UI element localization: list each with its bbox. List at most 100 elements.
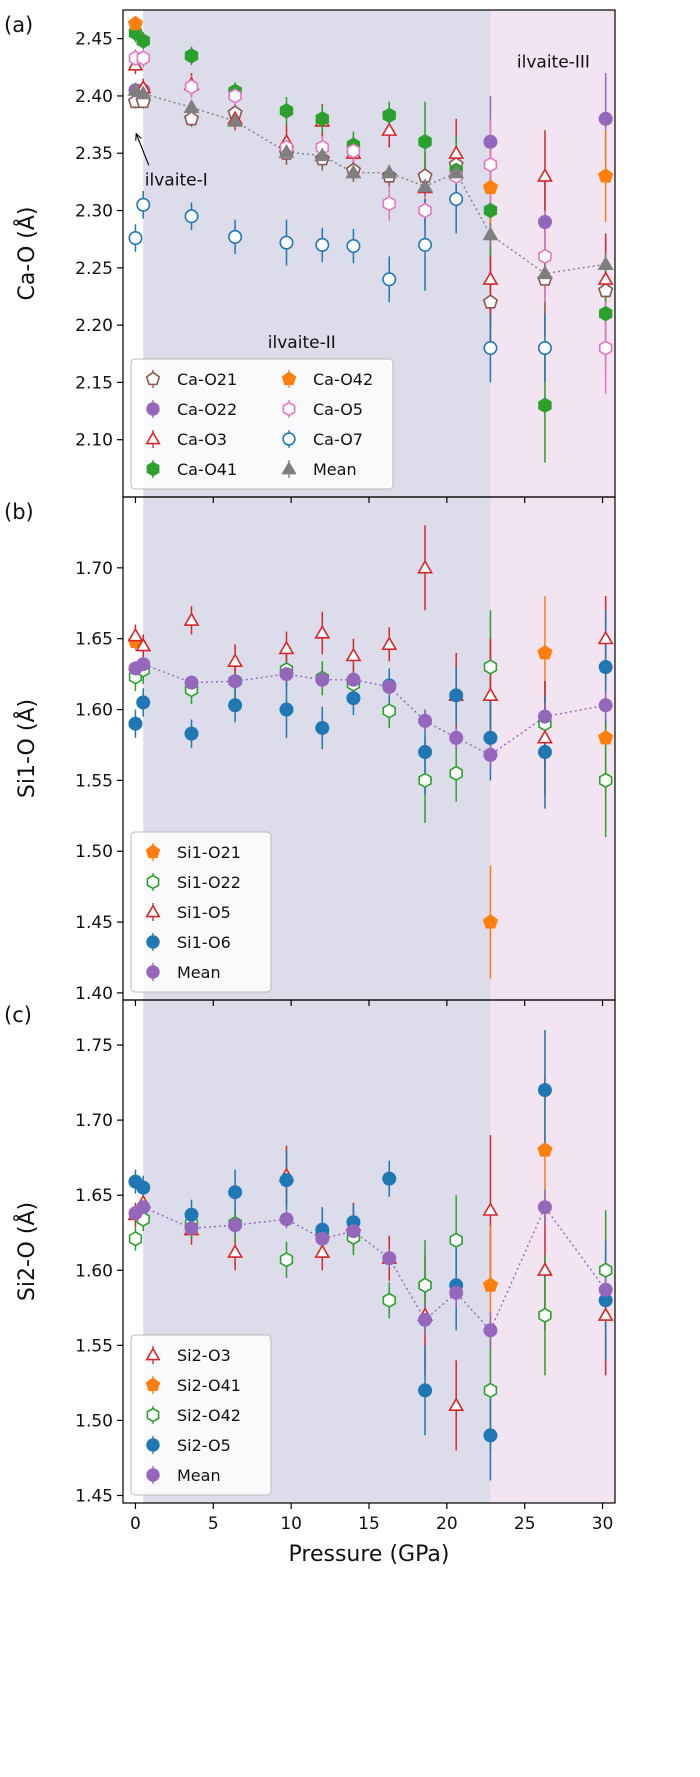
panel-b-si1-o6-point: [418, 745, 433, 760]
panel-b-si1-o22-point: [598, 772, 613, 789]
panel-b-panel-label: (b): [4, 500, 34, 524]
panel-a-legend-label-mean: Mean: [313, 460, 357, 479]
panel-a-ca-o5-point: [418, 202, 432, 219]
panel-c-legend-marker-si2-o3: [145, 1347, 161, 1361]
panel-c-panel-label: (c): [4, 1003, 32, 1027]
panel-b-mean-point: [136, 657, 151, 672]
panel-a-mean-point: [482, 226, 499, 241]
panel-b-legend-box: [130, 831, 272, 993]
panel-a-ytick-label: 2.15: [75, 373, 113, 393]
panel-a-ca-o7-point: [279, 235, 294, 250]
panel-a-mean-point: [278, 143, 295, 158]
panel-c-ytick-label: 1.65: [75, 1186, 113, 1206]
panel-c-si2-o5-point: [418, 1383, 433, 1398]
panel-a-ca-o7-point: [346, 239, 361, 254]
panel-a-legend-label-ca-o42: Ca-O42: [313, 370, 373, 389]
panel-b-si1-o5-point: [381, 636, 398, 650]
panel-a-ca-o41-point: [184, 48, 199, 64]
panel-a-annotation-arrowhead: [135, 132, 142, 141]
panel-a-legend-marker-ca-o41: [146, 461, 160, 477]
panel-a-ca-o7-point: [184, 209, 199, 224]
panel-c-mean-point: [184, 1221, 199, 1236]
panel-b-si1-o6-point: [228, 698, 243, 713]
panel-a-mean-point: [536, 265, 553, 280]
panel-a-panel-label: (a): [4, 13, 33, 37]
panel-c-ytick-label: 1.60: [75, 1261, 113, 1281]
panel-c-si2-o41-point: [537, 1142, 553, 1157]
panel-c-mean-point: [382, 1251, 397, 1266]
panel-a-y-axis-label: Ca-O (Å): [13, 207, 40, 301]
x-axis-label: Pressure (GPa): [289, 1542, 450, 1567]
panel-c-legend-marker-mean: [146, 1468, 160, 1482]
panel-a-ca-o7-point: [418, 237, 433, 252]
panel-b-mean-point: [228, 674, 243, 689]
panel-c-si2-o42-point: [449, 1232, 463, 1248]
panel-b-region-1: [490, 497, 615, 1000]
panel-a-ca-o5-point: [228, 88, 242, 104]
x-tick-label: 0: [130, 1514, 141, 1534]
panel-b-legend-label-si1-o5: Si1-O5: [177, 903, 231, 922]
x-tick-label: 30: [592, 1514, 614, 1534]
panel-a-legend-marker-ca-o5: [282, 401, 296, 417]
panel-b-si1-o6-point: [136, 695, 151, 710]
panel-a-legend-marker-ca-o7: [282, 432, 296, 446]
panel-b-si1-o21-point: [482, 914, 499, 929]
panel-c-si2-o42-point: [128, 1231, 143, 1247]
panel-c-si2-o5-point: [537, 1083, 552, 1098]
panel-c-legend-label-si2-o5: Si2-O5: [177, 1436, 231, 1455]
x-tick-label: 5: [208, 1514, 219, 1534]
panel-c-mean-point: [346, 1224, 361, 1239]
panel-b-si1-o6-point: [537, 745, 552, 760]
panel-a-ca-o5-point: [483, 156, 498, 173]
panel-c-ytick-label: 1.70: [75, 1111, 113, 1131]
panel-c-ytick-label: 1.75: [75, 1036, 113, 1056]
panel-c-si2-o42-point: [279, 1252, 294, 1268]
panel-b-mean-point: [279, 667, 294, 682]
panel-b-legend: Si1-O21 Si1-O22 Si1-O5 Si1-O6 Mean: [130, 831, 272, 993]
panel-b-si1-o22-point: [449, 765, 463, 782]
panel-a-ytick-label: 2.10: [75, 431, 113, 451]
panel-a-ca-o42-point: [482, 179, 499, 195]
panel-a-ca-o42-point: [127, 15, 144, 31]
panel-b-ytick-label: 1.40: [75, 984, 113, 1004]
panel-c-si2-o5-point: [136, 1180, 151, 1195]
panel-b-legend-marker-si1-o21: [145, 844, 161, 859]
panel-a-mean-point: [381, 164, 398, 179]
panel-a-annotation-arrow: [135, 133, 150, 166]
panel-a-legend-marker-mean: [281, 461, 297, 475]
panel-a-ca-o41-point: [315, 111, 329, 127]
panel-b-legend-marker-si1-o6: [146, 935, 160, 949]
panel-c-y-axis-label: Si2-O (Å): [13, 1202, 40, 1301]
panel-a-ca-o5-point: [184, 79, 199, 95]
panel-a-legend-box: [130, 358, 394, 490]
panel-a-legend-label-ca-o5: Ca-O5: [313, 400, 363, 419]
panel-c-legend-marker-si2-o5: [146, 1438, 160, 1452]
panel-a-annotation-ilvaite-i: ilvaite-I: [145, 170, 208, 190]
panel-b-legend-label-mean: Mean: [177, 963, 221, 982]
panel-c-si2-o5-point: [228, 1185, 243, 1200]
panel-a-ytick-label: 2.30: [75, 202, 113, 222]
panel-c-si2-o3-point: [597, 1307, 614, 1321]
panel-a-ca-o7-point: [315, 237, 330, 252]
panel-b-si1-o5-point: [345, 647, 362, 662]
panel-b-si1-o6-point: [279, 702, 294, 717]
panel-c-si2-o5-point: [184, 1207, 199, 1222]
panel-a-ca-o21-point: [183, 110, 200, 126]
panel-b-mean-point: [315, 672, 330, 687]
panel-a-ca-o7-point: [537, 341, 552, 356]
panel-c-mean-point: [418, 1312, 433, 1327]
panel-b-ytick-label: 1.60: [75, 701, 113, 721]
panel-b-si1-o5-point: [135, 637, 152, 652]
panel-b-legend-marker-mean: [146, 965, 160, 979]
x-tick-label: 20: [436, 1514, 458, 1534]
panel-b-legend-marker-si1-o5: [145, 904, 161, 918]
panel-a-ca-o7-point: [128, 231, 143, 246]
panel-b-si1-o6-point: [184, 726, 199, 741]
panel-c-legend-marker-si2-o42: [146, 1407, 160, 1423]
panel-a-ca-o3-point: [597, 271, 614, 285]
panel-b-si1-o5-point: [314, 624, 331, 639]
panel-b-mean-point: [382, 679, 397, 694]
panel-b-legend-label-si1-o21: Si1-O21: [177, 843, 241, 862]
panel-c-ytick-label: 1.55: [75, 1336, 113, 1356]
panel-c-mean-point: [598, 1282, 613, 1297]
